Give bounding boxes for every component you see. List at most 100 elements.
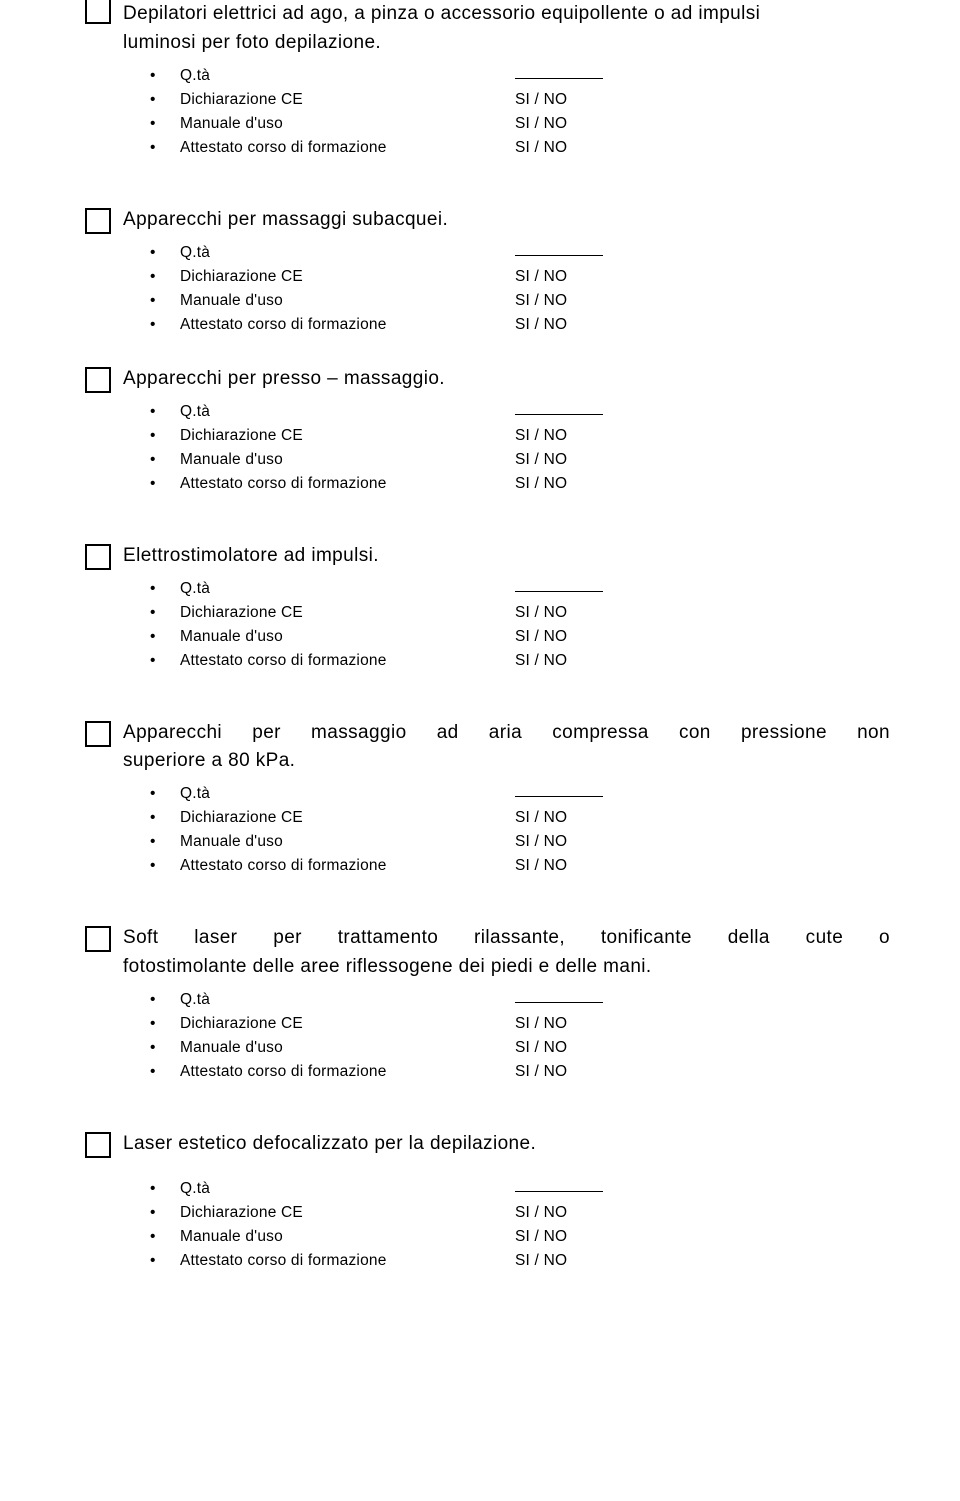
row-manuale: • Manuale d'uso SI / NO <box>150 1036 890 1060</box>
bullet-icon: • <box>150 854 180 878</box>
row-dich: • Dichiarazione CE SI / NO <box>150 88 890 112</box>
row-attestato: • Attestato corso di formazione SI / NO <box>150 854 890 878</box>
value-qta[interactable] <box>515 399 655 424</box>
bullet-icon: • <box>150 424 180 448</box>
row-dich: • Dichiarazione CE SI / NO <box>150 1201 890 1225</box>
value-attestato[interactable]: SI / NO <box>515 136 655 160</box>
label-dich: Dichiarazione CE <box>180 1012 515 1036</box>
label-qta: Q.tà <box>180 64 515 88</box>
label-dich: Dichiarazione CE <box>180 601 515 625</box>
bullet-icon: • <box>150 782 180 806</box>
section-aria: Apparecchi per massaggio ad aria compres… <box>85 719 890 879</box>
row-dich: • Dichiarazione CE SI / NO <box>150 601 890 625</box>
value-qta[interactable] <box>515 987 655 1012</box>
bullet-icon: • <box>150 88 180 112</box>
row-dich: • Dichiarazione CE SI / NO <box>150 806 890 830</box>
bullet-icon: • <box>150 1249 180 1273</box>
row-manuale: • Manuale d'uso SI / NO <box>150 448 890 472</box>
row-qta: • Q.tà <box>150 63 890 88</box>
heading-laserestetico: Laser estetico defocalizzato per la depi… <box>123 1130 536 1159</box>
bullet-icon: • <box>150 241 180 265</box>
label-dich: Dichiarazione CE <box>180 806 515 830</box>
row-manuale: • Manuale d'uso SI / NO <box>150 625 890 649</box>
heading-line1: Soft laser per trattamento rilassante, t… <box>123 927 890 948</box>
row-qta: • Q.tà <box>150 987 890 1012</box>
value-attestato[interactable]: SI / NO <box>515 313 655 337</box>
label-dich: Dichiarazione CE <box>180 265 515 289</box>
value-manuale[interactable]: SI / NO <box>515 1036 655 1060</box>
row-attestato: • Attestato corso di formazione SI / NO <box>150 1060 890 1084</box>
label-manuale: Manuale d'uso <box>180 1036 515 1060</box>
row-manuale: • Manuale d'uso SI / NO <box>150 830 890 854</box>
bullet-icon: • <box>150 448 180 472</box>
bullet-icon: • <box>150 136 180 160</box>
bullet-icon: • <box>150 400 180 424</box>
value-dich[interactable]: SI / NO <box>515 88 655 112</box>
value-attestato[interactable]: SI / NO <box>515 1060 655 1084</box>
label-manuale: Manuale d'uso <box>180 289 515 313</box>
checkbox-subacquei[interactable] <box>85 208 111 234</box>
checkbox-presso[interactable] <box>85 367 111 393</box>
heading-presso: Apparecchi per presso – massaggio. <box>123 365 445 394</box>
label-manuale: Manuale d'uso <box>180 448 515 472</box>
bullet-icon: • <box>150 830 180 854</box>
section-subacquei: Apparecchi per massaggi subacquei. • Q.t… <box>85 206 890 337</box>
value-manuale[interactable]: SI / NO <box>515 1225 655 1249</box>
label-manuale: Manuale d'uso <box>180 112 515 136</box>
heading-line2: superiore a 80 kPa. <box>123 747 890 776</box>
value-qta[interactable] <box>515 240 655 265</box>
label-qta: Q.tà <box>180 241 515 265</box>
row-attestato: • Attestato corso di formazione SI / NO <box>150 472 890 496</box>
value-manuale[interactable]: SI / NO <box>515 625 655 649</box>
heading-aria: Apparecchi per massaggio ad aria compres… <box>123 719 890 776</box>
value-attestato[interactable]: SI / NO <box>515 472 655 496</box>
bullet-icon: • <box>150 313 180 337</box>
heading-line1: Apparecchi per massaggio ad aria compres… <box>123 722 890 743</box>
value-qta[interactable] <box>515 782 655 807</box>
bullet-icon: • <box>150 64 180 88</box>
label-manuale: Manuale d'uso <box>180 830 515 854</box>
row-manuale: • Manuale d'uso SI / NO <box>150 289 890 313</box>
value-dich[interactable]: SI / NO <box>515 1201 655 1225</box>
label-qta: Q.tà <box>180 988 515 1012</box>
row-attestato: • Attestato corso di formazione SI / NO <box>150 313 890 337</box>
heading-line2: fotostimolante delle aree riflessogene d… <box>123 953 890 982</box>
checkbox-depilatori[interactable] <box>85 0 111 24</box>
value-dich[interactable]: SI / NO <box>515 1012 655 1036</box>
value-manuale[interactable]: SI / NO <box>515 448 655 472</box>
label-qta: Q.tà <box>180 400 515 424</box>
bullet-icon: • <box>150 1036 180 1060</box>
label-attestato: Attestato corso di formazione <box>180 472 515 496</box>
value-attestato[interactable]: SI / NO <box>515 854 655 878</box>
value-dich[interactable]: SI / NO <box>515 265 655 289</box>
checkbox-softlaser[interactable] <box>85 926 111 952</box>
bullet-icon: • <box>150 265 180 289</box>
section-presso: Apparecchi per presso – massaggio. • Q.t… <box>85 365 890 496</box>
checkbox-laserestetico[interactable] <box>85 1132 111 1158</box>
value-manuale[interactable]: SI / NO <box>515 289 655 313</box>
value-dich[interactable]: SI / NO <box>515 424 655 448</box>
value-dich[interactable]: SI / NO <box>515 601 655 625</box>
value-qta[interactable] <box>515 576 655 601</box>
bullet-icon: • <box>150 625 180 649</box>
heading-softlaser: Soft laser per trattamento rilassante, t… <box>123 924 890 981</box>
row-qta: • Q.tà <box>150 782 890 807</box>
value-dich[interactable]: SI / NO <box>515 806 655 830</box>
label-attestato: Attestato corso di formazione <box>180 1060 515 1084</box>
label-dich: Dichiarazione CE <box>180 88 515 112</box>
checkbox-aria[interactable] <box>85 721 111 747</box>
value-qta[interactable] <box>515 63 655 88</box>
section-elettro: Elettrostimolatore ad impulsi. • Q.tà • … <box>85 542 890 673</box>
heading-subacquei: Apparecchi per massaggi subacquei. <box>123 206 448 235</box>
value-qta[interactable] <box>515 1176 655 1201</box>
row-dich: • Dichiarazione CE SI / NO <box>150 424 890 448</box>
value-attestato[interactable]: SI / NO <box>515 1249 655 1273</box>
value-attestato[interactable]: SI / NO <box>515 649 655 673</box>
bullet-icon: • <box>150 289 180 313</box>
checkbox-elettro[interactable] <box>85 544 111 570</box>
value-manuale[interactable]: SI / NO <box>515 112 655 136</box>
section-laserestetico: Laser estetico defocalizzato per la depi… <box>85 1130 890 1273</box>
row-qta: • Q.tà <box>150 240 890 265</box>
value-manuale[interactable]: SI / NO <box>515 830 655 854</box>
bullet-icon: • <box>150 112 180 136</box>
